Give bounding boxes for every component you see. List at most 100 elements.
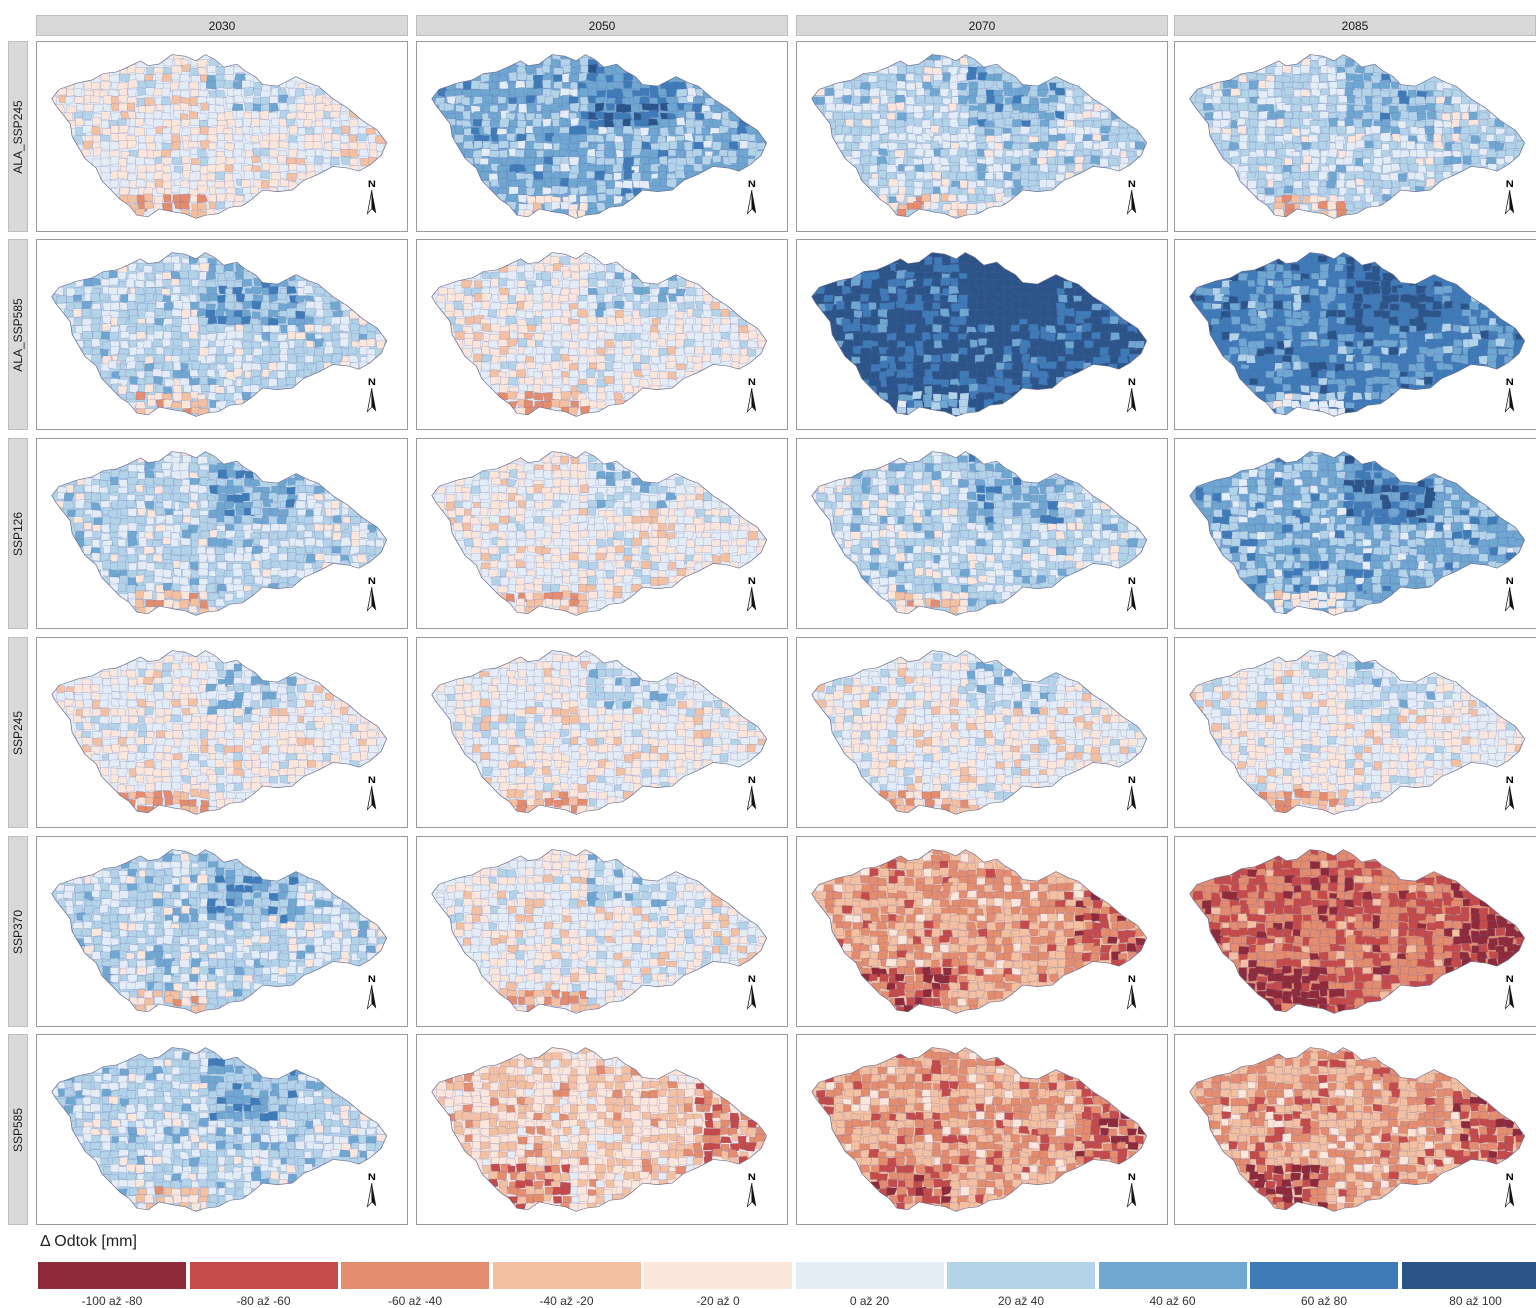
catchment-cell xyxy=(1336,179,1346,189)
catchment-cell xyxy=(285,498,296,508)
catchment-cell xyxy=(163,478,174,486)
catchment-cell xyxy=(535,134,545,144)
catchment-cell xyxy=(904,345,915,355)
catchment-cell xyxy=(286,172,298,182)
catchment-cell xyxy=(135,574,145,584)
catchment-cell xyxy=(1355,399,1366,410)
catchment-cell xyxy=(986,340,997,349)
catchment-cell xyxy=(757,340,767,348)
catchment-cell xyxy=(312,515,324,524)
catchment-cell xyxy=(1337,345,1349,355)
catchment-cell xyxy=(541,110,551,119)
catchment-cell xyxy=(677,303,687,313)
map-svg: N xyxy=(51,54,388,219)
catchment-cell xyxy=(499,88,510,98)
catchment-cell xyxy=(144,347,154,355)
catchment-cell xyxy=(1045,325,1057,334)
catchment-cell xyxy=(259,125,270,134)
catchment-cell xyxy=(1318,133,1330,143)
catchment-cell xyxy=(923,325,935,334)
catchment-cell xyxy=(1120,348,1131,357)
catchment-cell xyxy=(1019,103,1031,113)
catchment-cell xyxy=(234,95,244,103)
catchment-cell xyxy=(1382,155,1393,165)
catchment-cell xyxy=(850,301,861,311)
catchment-cell xyxy=(957,73,967,82)
catchment-cell xyxy=(1230,88,1241,97)
catchment-cell xyxy=(579,454,591,463)
catchment-cell xyxy=(932,323,943,334)
catchment-cell xyxy=(270,507,279,517)
catchment-cell xyxy=(1328,117,1339,127)
catchment-cell xyxy=(721,133,732,141)
catchment-cell xyxy=(1281,104,1292,112)
catchment-cell xyxy=(306,347,316,356)
catchment-cell xyxy=(208,142,217,150)
catchment-cell xyxy=(73,134,84,145)
catchment-cell xyxy=(110,124,120,135)
catchment-cell xyxy=(1441,339,1453,347)
catchment-cell xyxy=(205,354,216,365)
catchment-cell xyxy=(517,337,528,347)
catchment-cell xyxy=(1255,141,1267,151)
catchment-cell xyxy=(633,325,645,335)
catchment-cell xyxy=(135,516,146,524)
catchment-cell xyxy=(534,501,545,510)
catchment-cell xyxy=(1512,347,1524,358)
catchment-cell xyxy=(446,485,457,494)
catchment-cell xyxy=(1036,286,1047,295)
catchment-cell xyxy=(525,79,535,89)
catchment-cell xyxy=(1370,301,1381,309)
catchment-cell xyxy=(541,64,551,74)
catchment-cell xyxy=(463,294,474,305)
catchment-cell xyxy=(676,88,688,98)
catchment-cell xyxy=(101,323,113,332)
catchment-cell xyxy=(269,140,280,150)
catchment-cell xyxy=(956,133,968,142)
catchment-cell xyxy=(1452,347,1463,355)
catchment-cell xyxy=(568,293,578,303)
catchment-cell xyxy=(1284,87,1295,96)
catchment-cell xyxy=(224,393,235,402)
catchment-cell xyxy=(1504,134,1516,143)
catchment-cell xyxy=(586,506,597,517)
catchment-cell xyxy=(224,552,236,563)
catchment-cell xyxy=(286,568,298,579)
catchment-cell xyxy=(542,293,553,303)
catchment-cell xyxy=(1352,301,1362,310)
catchment-cell xyxy=(1263,285,1273,295)
catchment-cell xyxy=(676,157,688,167)
catchment-cell xyxy=(931,354,942,363)
catchment-cell xyxy=(455,292,465,302)
catchment-cell xyxy=(1450,354,1462,364)
catchment-cell xyxy=(136,271,146,282)
catchment-cell xyxy=(1099,309,1110,320)
map-svg: N xyxy=(431,54,768,219)
catchment-cell xyxy=(515,164,527,172)
column-header-2085: 2085 xyxy=(1174,15,1536,36)
catchment-cell xyxy=(860,134,872,144)
catchment-cell xyxy=(1301,96,1312,105)
catchment-cell xyxy=(914,66,924,75)
catchment-cell xyxy=(1361,87,1373,98)
catchment-cell xyxy=(82,513,93,523)
catchment-cell xyxy=(100,500,111,509)
catchment-cell xyxy=(728,111,739,121)
catchment-cell xyxy=(623,285,634,294)
column-header-2030: 2030 xyxy=(36,15,408,36)
catchment-cell xyxy=(1055,345,1067,355)
catchment-cell xyxy=(100,532,113,541)
catchment-cell xyxy=(189,484,200,493)
catchment-cell xyxy=(861,118,872,127)
catchment-cell xyxy=(117,546,127,556)
catchment-cell xyxy=(366,545,376,555)
catchment-cell xyxy=(223,133,234,143)
catchment-cell xyxy=(930,401,942,411)
catchment-cell xyxy=(1081,331,1092,341)
catchment-cell xyxy=(1399,162,1409,173)
catchment-cell xyxy=(525,95,536,104)
catchment-cell xyxy=(1432,300,1443,310)
catchment-cell xyxy=(1134,141,1146,150)
catchment-cell xyxy=(1255,340,1265,349)
catchment-cell xyxy=(480,73,490,84)
